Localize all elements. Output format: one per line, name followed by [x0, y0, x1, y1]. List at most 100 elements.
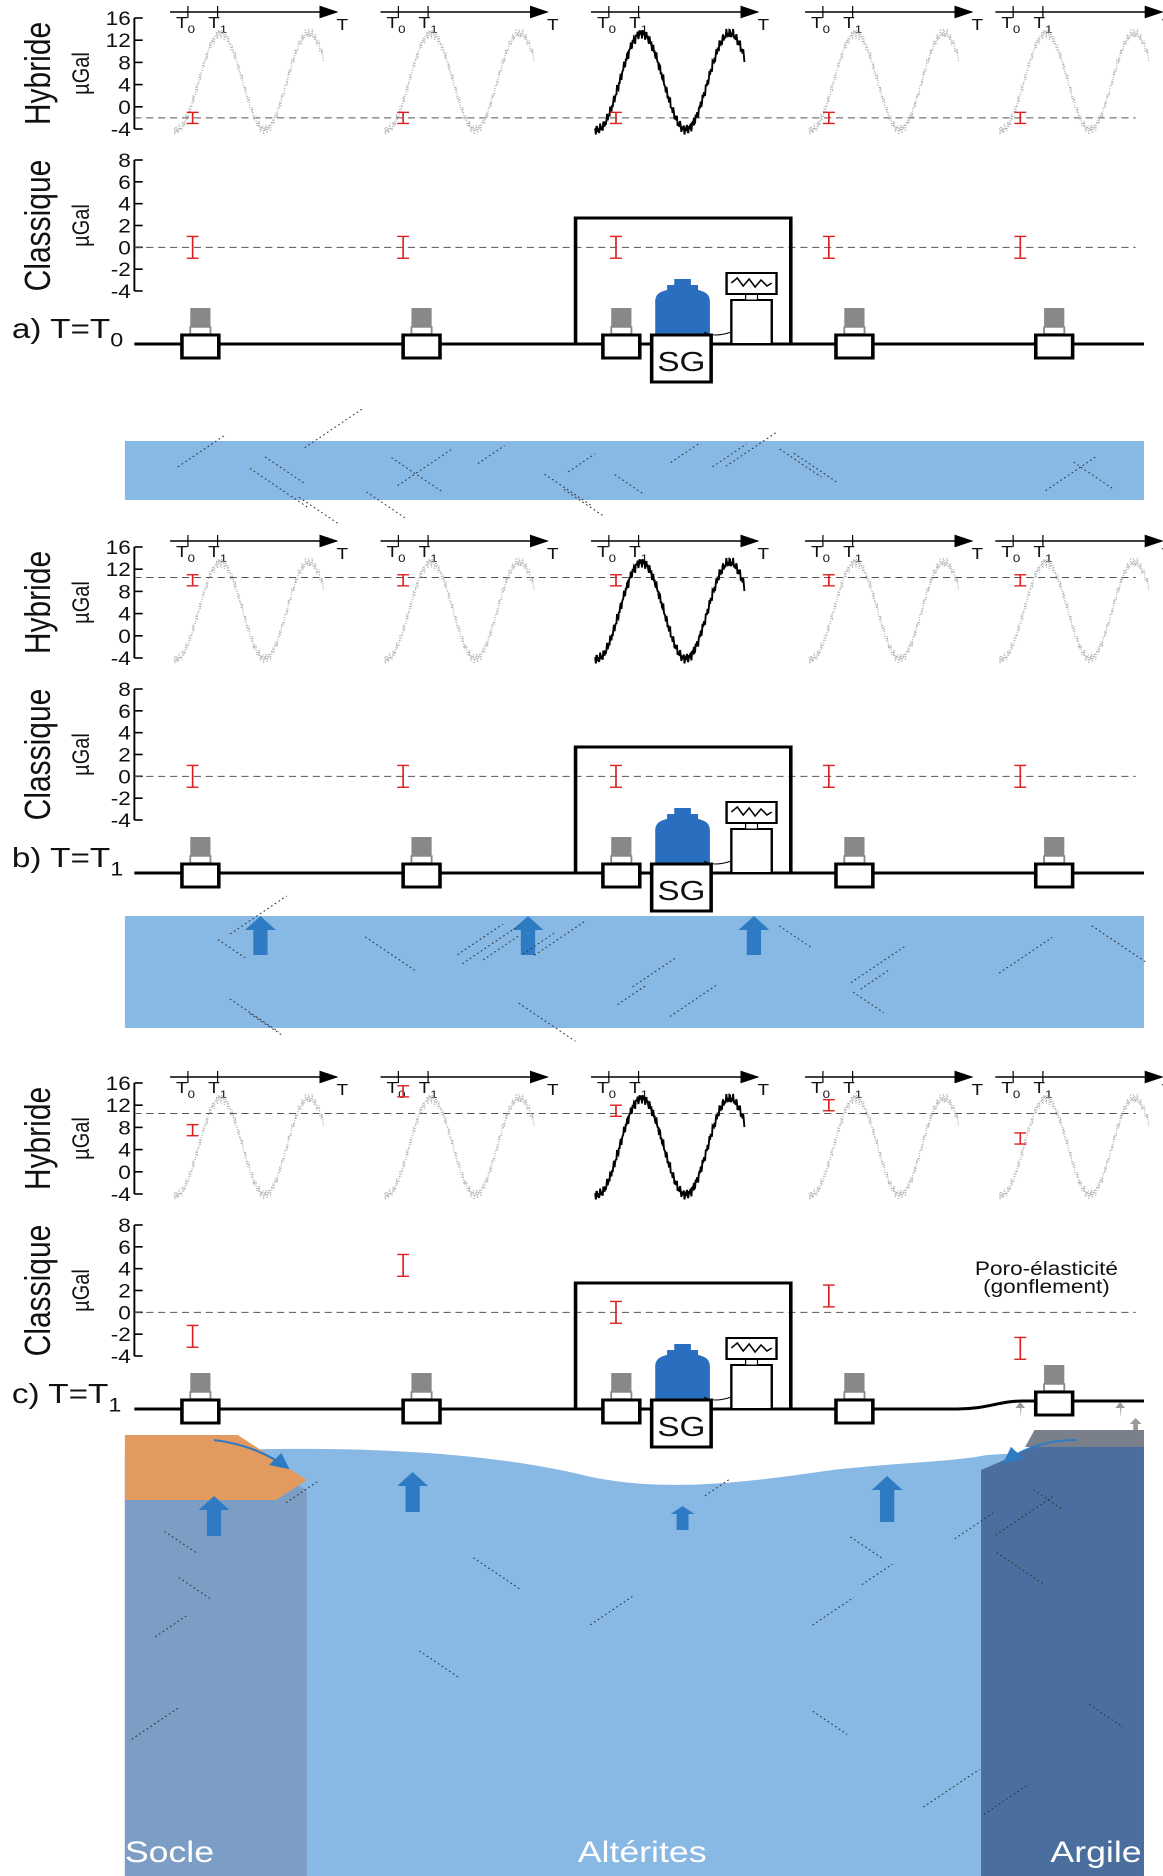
sg-bottle	[655, 279, 710, 342]
hatch	[995, 1494, 1056, 1536]
time-label: T0	[811, 542, 830, 564]
y-tick-label: 4	[118, 723, 131, 744]
hatch	[418, 1650, 459, 1678]
gravimeter	[190, 1373, 211, 1392]
error-bar	[186, 1324, 199, 1348]
geology-label: Altérites	[578, 1835, 707, 1869]
tidal-signal	[173, 557, 325, 664]
y-tick-label: -4	[111, 811, 131, 832]
y-tick-label: -4	[111, 649, 131, 670]
tidal-signal	[594, 28, 746, 135]
axis-title: Classique	[17, 1225, 57, 1357]
time-label-main: T	[629, 1078, 641, 1096]
tidal-signal	[173, 28, 325, 135]
y-tick-label: 0	[118, 1303, 131, 1324]
hatch	[457, 923, 504, 956]
error-bar	[610, 1300, 622, 1324]
gravimeter	[1044, 1365, 1065, 1384]
time-label: T	[547, 544, 559, 562]
hatch	[725, 431, 778, 467]
error-bar	[186, 574, 199, 587]
gravimeter	[611, 308, 632, 327]
time-label: T1	[208, 13, 227, 35]
error-bar	[1014, 1132, 1027, 1145]
panel-label-main: c) T=T	[12, 1378, 109, 1410]
time-label: T1	[1033, 1078, 1052, 1100]
sg-label: SG	[657, 875, 705, 907]
panel-label: a) T=T0	[12, 313, 123, 351]
time-label-sub: 1	[1045, 23, 1053, 36]
hatch	[477, 445, 505, 464]
time-label: T	[972, 15, 984, 33]
hatch	[617, 984, 647, 1005]
time-label: T0	[811, 13, 830, 35]
sg-box	[649, 862, 713, 913]
y-tick-label: -2	[111, 260, 131, 281]
axis-title: Hybride	[17, 1087, 57, 1190]
time-label-main: T	[811, 1078, 823, 1096]
sg-box	[649, 1398, 713, 1449]
y-tick-label: 16	[106, 9, 131, 30]
hatch	[779, 448, 822, 478]
tidal-signal	[384, 1093, 535, 1200]
y-tick-label: 0	[118, 1162, 131, 1183]
hatch	[850, 1536, 882, 1559]
time-label-main: T	[597, 13, 609, 31]
y-tick-label: 12	[106, 31, 131, 52]
sg-box	[649, 333, 713, 384]
hatch	[264, 456, 306, 485]
time-label-sub: 1	[220, 552, 228, 565]
time-label-main: T	[419, 1078, 431, 1096]
hatch	[998, 937, 1053, 974]
time-label-main: T	[629, 13, 641, 31]
gravimeter-base	[1043, 326, 1066, 335]
time-label-main: T	[1001, 542, 1013, 560]
hatch	[670, 442, 701, 463]
gravimeter-base	[610, 326, 633, 335]
time-label: T0	[386, 542, 405, 564]
panel-label-sub: 1	[110, 858, 123, 880]
time-label-main: T	[176, 13, 188, 31]
instrument	[730, 828, 773, 874]
band-arrows	[244, 916, 770, 955]
tidal-signal	[808, 557, 960, 664]
station-pad	[1033, 333, 1075, 360]
gravimeter-base	[610, 855, 633, 864]
y-tick-label: 8	[118, 582, 131, 603]
tidal-signal	[998, 28, 1150, 135]
time-label: T	[972, 1080, 984, 1098]
station-pad	[834, 333, 875, 360]
time-label-main: T	[208, 1078, 220, 1096]
error-bar	[610, 1104, 622, 1118]
gravimeter	[844, 1373, 865, 1392]
time-label-sub: 0	[609, 1088, 617, 1101]
time-label-main: T	[811, 542, 823, 560]
error-bar	[1014, 235, 1027, 259]
hatch	[397, 448, 453, 487]
station-pad	[180, 1398, 221, 1425]
error-bar	[186, 1123, 199, 1137]
time-label-main: T	[419, 542, 431, 560]
hatch	[1091, 925, 1147, 963]
y-tick-label: 4	[118, 75, 131, 96]
error-bar	[397, 1253, 410, 1278]
y-tick-label: 6	[118, 1237, 131, 1258]
cable	[703, 1396, 732, 1401]
y-tick-label: 6	[118, 172, 131, 193]
screen-wave	[730, 1341, 773, 1354]
instrument	[730, 1364, 773, 1410]
y-tick-label: 0	[118, 626, 131, 647]
time-label-sub: 1	[855, 23, 863, 36]
y-tick-label: 12	[106, 1096, 131, 1117]
time-label: T	[337, 15, 349, 33]
time-label-sub: 0	[1013, 23, 1021, 36]
tidal-signal	[594, 1093, 746, 1200]
hatch	[364, 936, 418, 972]
time-label-sub: 0	[1013, 552, 1021, 565]
hatch	[996, 1552, 1044, 1585]
time-label-sub: 0	[188, 1088, 196, 1101]
time-label: T1	[629, 13, 648, 35]
time-label-sub: 1	[1045, 552, 1053, 565]
water-band	[124, 441, 1144, 500]
time-label: T1	[208, 1078, 227, 1100]
